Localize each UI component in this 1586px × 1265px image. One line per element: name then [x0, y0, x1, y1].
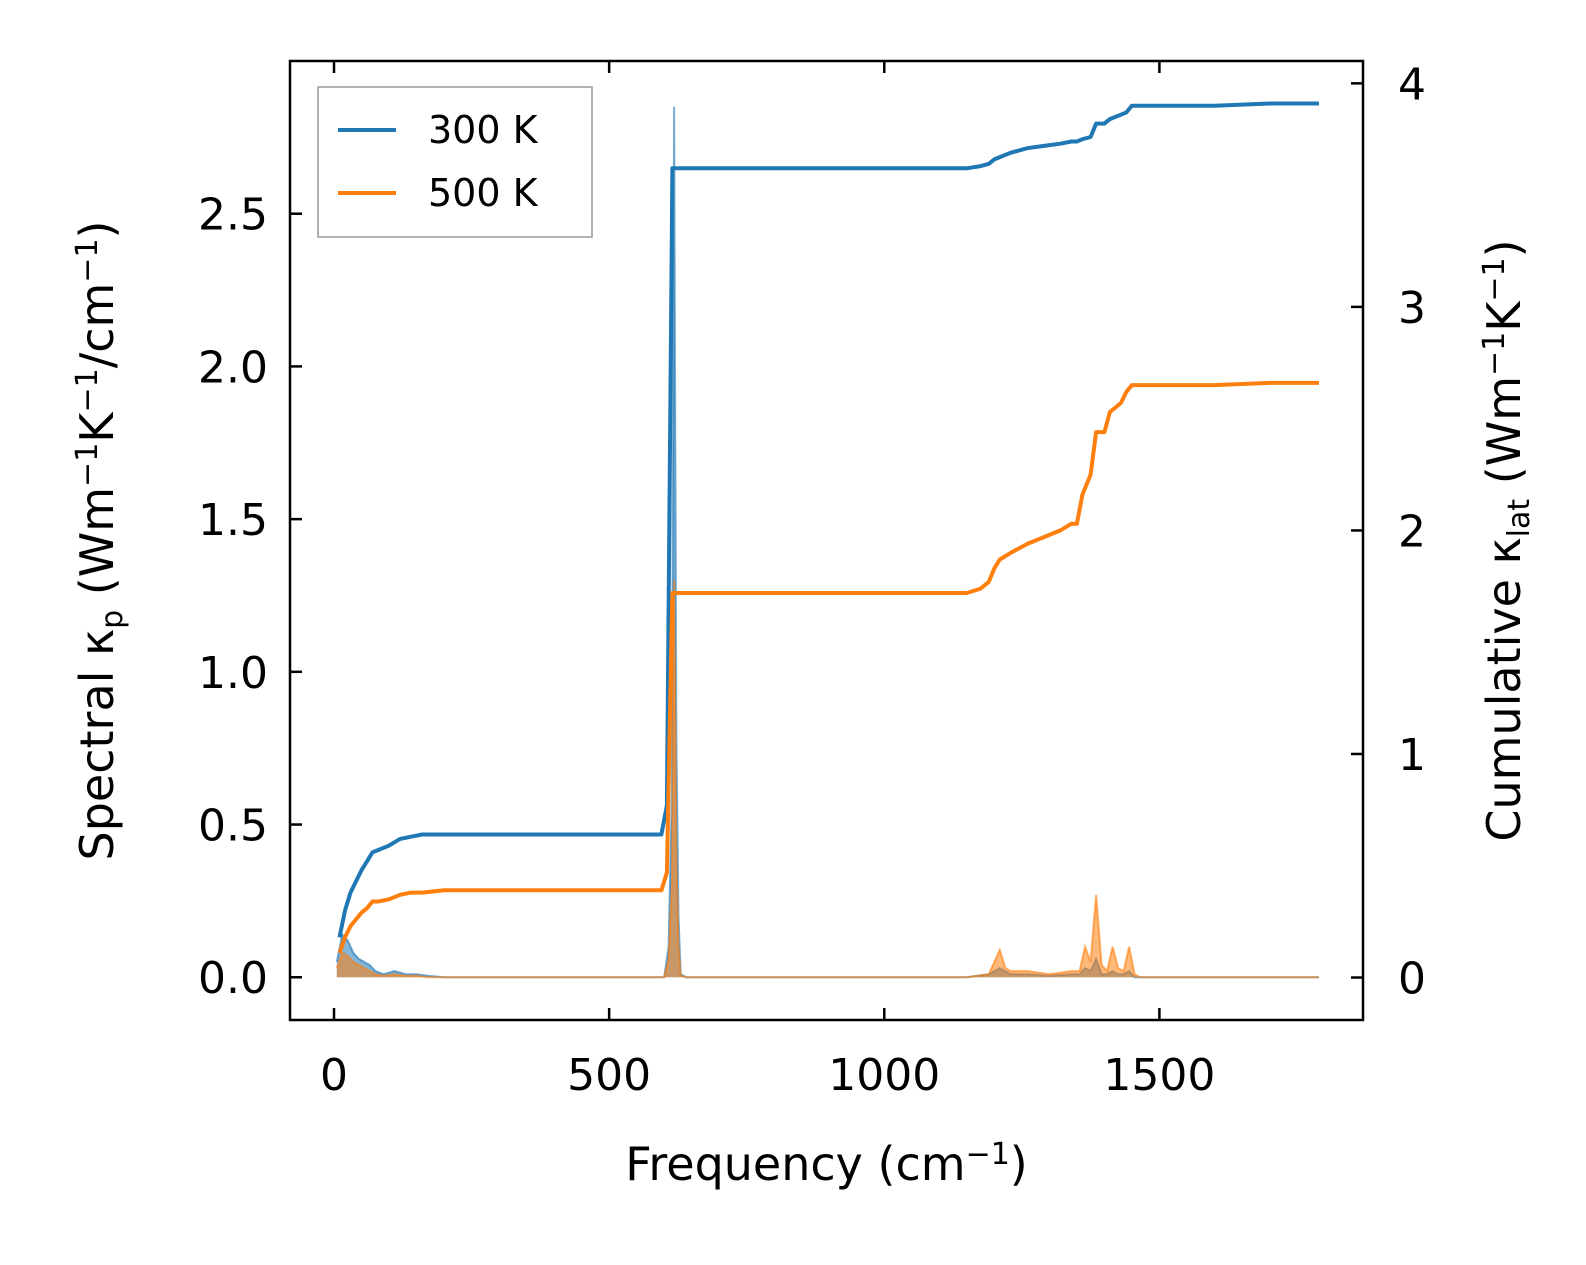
x-axis-label: Frequency (cm−1): [625, 1137, 1028, 1191]
y-right-tick-label: 1: [1398, 730, 1426, 781]
cumulative-line-1: [337, 380, 1319, 954]
y-right-tick-label: 2: [1398, 506, 1426, 557]
spectral-area-layer: [335, 106, 1319, 979]
y-left-tick-label: 2.5: [198, 190, 268, 241]
y-right-tick-label: 3: [1398, 283, 1426, 334]
y-left-tick-label: 1.0: [198, 648, 268, 699]
y-right-tick-label: 4: [1398, 59, 1426, 110]
x-tick-label: 1000: [828, 1050, 940, 1101]
cumulative-line-0: [337, 101, 1319, 938]
legend: 300 K 500 K: [317, 86, 593, 238]
spectral-line-1: [335, 580, 1319, 979]
x-tick-label: 1500: [1103, 1050, 1215, 1101]
y-left-tick-label: 2.0: [198, 342, 268, 393]
x-tick-label: 500: [567, 1050, 651, 1101]
y-left-tick-label: 0.5: [198, 801, 268, 852]
y-right-tick-label: 0: [1398, 954, 1426, 1005]
plot-frame: [288, 59, 1365, 1022]
y-left-tick-label: 1.5: [198, 495, 268, 546]
ticks-layer: 0 500 1000 1500 0.0 0.5 1.0 1.5 2.0 2.5 0 1 2 3 4: [198, 59, 1426, 1101]
legend-label: 500 K: [428, 171, 539, 215]
legend-label: 300 K: [428, 108, 539, 152]
x-tick-label: 0: [320, 1050, 348, 1101]
cumulative-line-layer: [337, 101, 1319, 954]
y-axis-right-label: Cumulative κlat (Wm−1K−1): [1477, 239, 1537, 841]
legend-box: [317, 86, 593, 238]
y-axis-left-label: Spectral κp (Wm−1K−1/cm−1): [70, 221, 130, 861]
y-left-tick-label: 0.0: [198, 953, 268, 1004]
spectral-area-1: [336, 580, 1319, 978]
